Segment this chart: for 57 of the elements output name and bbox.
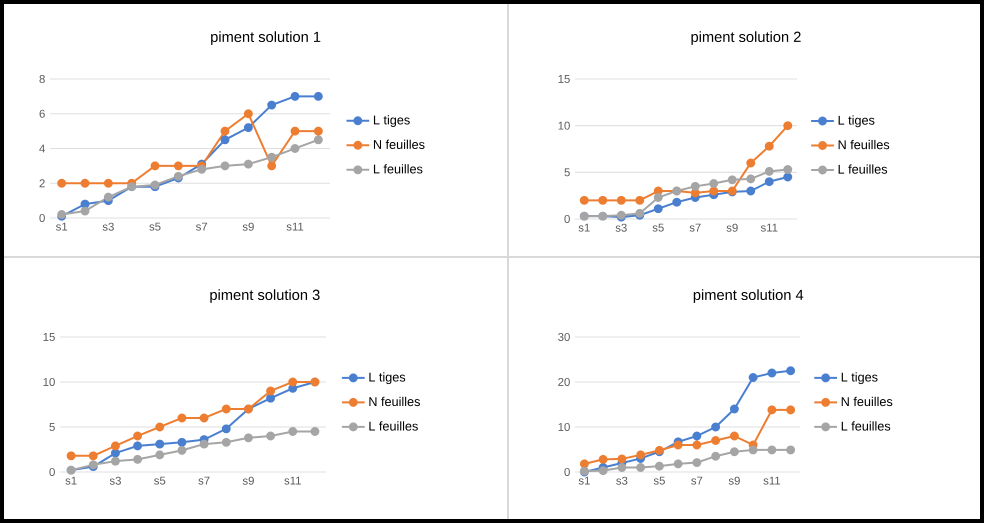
legend-label: L tiges (369, 372, 406, 384)
x-tick-label: s1 (56, 222, 68, 231)
x-tick-label: s11 (284, 476, 301, 485)
y-tick-label: 0 (49, 468, 55, 476)
x-tick-label: s1 (65, 476, 77, 485)
y-tick-label: 10 (558, 422, 570, 431)
y-tick-label: 5 (49, 423, 55, 431)
x-tick-label: s11 (286, 222, 304, 231)
y-tick-label: 5 (564, 168, 570, 176)
x-tick-label: s9 (726, 224, 738, 232)
chart-title: piment solution 3 (210, 289, 320, 303)
x-tick-label: s11 (763, 476, 780, 485)
chart-title: piment solution 4 (694, 289, 804, 303)
x-tick-label: s7 (196, 222, 208, 231)
x-tick-label: s1 (578, 476, 590, 485)
legend-label: N feuilles (838, 140, 890, 150)
x-tick-label: s11 (760, 224, 778, 232)
legend-label: L feuilles (842, 421, 890, 431)
x-tick-label: s3 (102, 222, 114, 231)
y-tick-label: 15 (44, 333, 55, 341)
legend-label: L feuilles (838, 164, 888, 174)
x-tick-label: s3 (110, 476, 121, 485)
y-tick-label: 4 (39, 144, 45, 152)
legend-label: L tiges (838, 115, 874, 128)
y-tick-label: 8 (40, 74, 45, 83)
y-tick-label: 0 (39, 214, 45, 222)
y-tick-label: 6 (40, 110, 45, 118)
x-tick-label: s3 (616, 224, 627, 232)
x-tick-label: s7 (198, 476, 210, 485)
x-tick-label: s7 (691, 476, 702, 485)
y-tick-label: 20 (558, 378, 570, 386)
legend-label: N feuilles (369, 396, 420, 406)
x-tick-label: s9 (242, 222, 254, 231)
chart-title: piment solution 1 (211, 31, 320, 45)
x-tick-label: s9 (728, 476, 740, 485)
y-tick-label: 15 (558, 75, 570, 83)
x-tick-label: s5 (149, 222, 161, 231)
x-tick-label: s5 (654, 476, 665, 485)
x-tick-label: s5 (154, 476, 166, 485)
legend-label: N feuilles (842, 396, 892, 406)
x-tick-label: s9 (242, 476, 254, 485)
x-tick-label: s3 (616, 476, 628, 485)
x-tick-label: s1 (578, 224, 590, 232)
y-tick-label: 2 (40, 179, 45, 188)
legend-label: L feuilles (374, 164, 422, 174)
chart-title: piment solution 2 (691, 31, 801, 45)
y-tick-label: 30 (558, 332, 570, 341)
legend-label: N feuilles (374, 140, 425, 149)
legend-label: L feuilles (369, 421, 418, 431)
legend-label: L tiges (374, 115, 410, 127)
y-tick-label: 10 (44, 378, 55, 386)
x-tick-label: s7 (690, 224, 701, 232)
legend-label: L tiges (842, 372, 878, 384)
x-tick-label: s5 (652, 224, 664, 232)
y-tick-label: 10 (558, 122, 570, 130)
y-tick-label: 0 (564, 214, 570, 223)
y-tick-label: 0 (564, 468, 570, 476)
